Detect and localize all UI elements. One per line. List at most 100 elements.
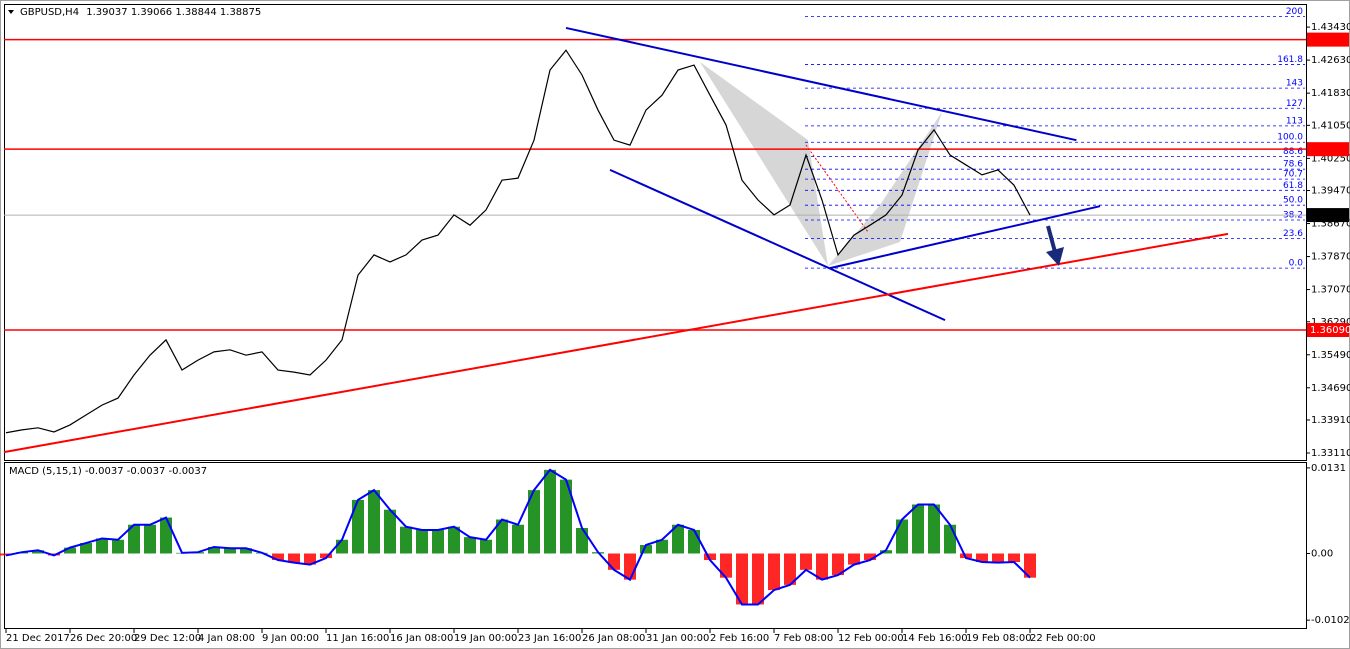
- x-tick-label: 21 Dec 2017: [6, 633, 70, 644]
- macd-bar: [768, 553, 780, 591]
- fib-label: 50.0: [1283, 196, 1303, 206]
- x-tick-label: 4 Jan 08:00: [198, 633, 255, 644]
- fib-label: 161.8: [1277, 55, 1303, 65]
- y-tick-label: 1.35490: [1311, 350, 1350, 361]
- y-tick-label: 1.33110: [1311, 448, 1350, 459]
- x-tick-label: 29 Dec 12:00: [134, 633, 201, 644]
- x-tick-label: 11 Jan 16:00: [326, 633, 389, 644]
- x-tick-label: 9 Jan 00:00: [262, 633, 319, 644]
- fib-label: 23.6: [1283, 229, 1303, 239]
- macd-bar: [416, 529, 428, 554]
- macd-bar: [832, 553, 844, 576]
- macd-bar: [928, 504, 940, 554]
- macd-bar: [800, 553, 812, 570]
- macd-bar: [144, 524, 156, 554]
- macd-bar: [352, 499, 364, 554]
- macd-bar: [384, 509, 396, 554]
- macd-bar: [992, 553, 1004, 563]
- y-tick-label: 1.36290: [1311, 317, 1350, 328]
- fib-label: 127: [1286, 99, 1303, 109]
- macd-bar: [624, 553, 636, 580]
- price-box: [1307, 142, 1349, 157]
- macd-bar: [576, 528, 588, 554]
- macd-bar: [304, 553, 316, 565]
- x-tick-label: 7 Feb 08:00: [774, 633, 833, 644]
- macd-bar: [64, 547, 76, 554]
- macd-bar: [512, 524, 524, 554]
- x-tick-label: 2 Feb 16:00: [710, 633, 769, 644]
- y-tick-label: -0.0102: [1311, 615, 1350, 626]
- macd-bar: [816, 553, 828, 580]
- macd-panel: [4, 462, 1307, 629]
- macd-bar: [160, 517, 172, 554]
- macd-bar: [912, 504, 924, 554]
- macd-bar: [528, 490, 540, 554]
- x-tick-label: 26 Dec 20:00: [70, 633, 137, 644]
- macd-bar: [848, 553, 860, 565]
- x-tick-label: 31 Jan 00:00: [646, 633, 709, 644]
- macd-bar: [96, 538, 108, 554]
- macd-bar: [1024, 553, 1036, 578]
- macd-bar: [544, 469, 556, 554]
- x-tick-label: 19 Feb 08:00: [966, 633, 1032, 644]
- x-tick-label: 26 Jan 08:00: [582, 633, 645, 644]
- macd-bar: [480, 539, 492, 554]
- plot-layer: 1.43430 1.42630 1.41830 1.41050 1.40250 1.394…: [0, 7, 1350, 644]
- x-tick-label: 14 Feb 16:00: [902, 633, 968, 644]
- price-box: [1307, 32, 1349, 47]
- y-tick-label: 1.41050: [1311, 120, 1350, 131]
- pattern-line: [805, 144, 869, 233]
- macd-bar: [336, 539, 348, 554]
- trendline: [565, 26, 1077, 142]
- macd-bar: [320, 553, 332, 559]
- macd-bar: [880, 550, 892, 554]
- macd-bar: [448, 526, 460, 554]
- macd-value: -0.0037: [169, 466, 208, 477]
- fib-label: 200: [1286, 7, 1303, 17]
- x-tick-label: 22 Feb 00:00: [1030, 633, 1096, 644]
- x-tick-label: 16 Jan 08:00: [390, 633, 453, 644]
- fib-label: 61.8: [1283, 181, 1303, 191]
- macd-bar: [608, 553, 620, 570]
- macd-bar: [80, 543, 92, 554]
- y-tick-label: 1.39470: [1311, 186, 1350, 197]
- macd-bar: [240, 548, 252, 554]
- ohlc: 1.38875: [220, 7, 261, 18]
- macd-bar: [864, 553, 876, 561]
- y-tick-label: 1.38670: [1311, 219, 1350, 230]
- pattern-shade: [828, 112, 942, 266]
- macd-bar: [688, 529, 700, 554]
- macd-bar: [784, 553, 796, 585]
- menu-arrow: [8, 10, 14, 14]
- macd-bar: [128, 524, 140, 554]
- y-tick-label: 1.42630: [1311, 55, 1350, 66]
- macd-bar: [656, 539, 668, 554]
- fib-label: 100.0: [1277, 133, 1303, 143]
- macd-bar: [752, 553, 764, 605]
- price-box: [1307, 208, 1349, 223]
- trendline: [3, 232, 1229, 454]
- macd-bar: [400, 526, 412, 554]
- y-tick-label: 0.0131: [1311, 463, 1346, 474]
- ohlc: 1.39037: [86, 7, 127, 18]
- x-tick-label: 19 Jan 00:00: [454, 633, 517, 644]
- macd-bar: [640, 545, 652, 554]
- macd-bar: [1008, 553, 1020, 562]
- price-panel: [4, 4, 1307, 461]
- macd-bar: [224, 548, 236, 554]
- ohlc: 1.38844: [175, 7, 216, 18]
- arrow-head: [1046, 247, 1064, 266]
- macd-bar: [432, 529, 444, 554]
- price-box-label: 1.36090: [1310, 325, 1350, 336]
- fib-label: 113: [1286, 116, 1303, 126]
- price-box: [1307, 323, 1349, 338]
- y-tick-label: 1.37070: [1311, 285, 1350, 296]
- y-tick-label: 1.37870: [1311, 252, 1350, 263]
- macd-bar: [272, 553, 284, 561]
- macd-bar: [560, 479, 572, 554]
- price-header: GBPUSD,H4 1.39037 1.39066 1.38844 1.3887…: [20, 7, 261, 18]
- fib-label: 78.6: [1283, 160, 1303, 170]
- y-tick-label: 1.43430: [1311, 22, 1350, 33]
- symbol: GBPUSD,H4: [20, 7, 79, 18]
